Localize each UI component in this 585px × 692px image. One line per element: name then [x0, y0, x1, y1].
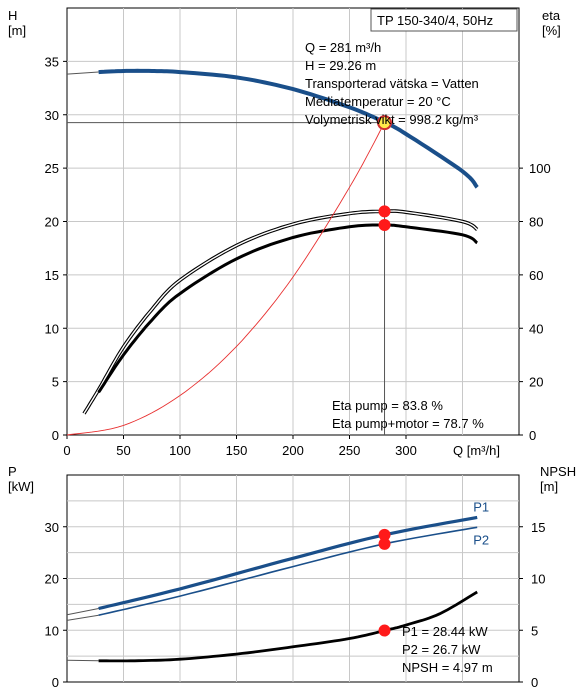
y2-tick-label: 20: [529, 375, 543, 390]
top-tick-labels: 0 50 100 150 200 250 300 0 5 10 15 20 25 30 35 0 20 40 60 8…: [45, 54, 551, 458]
power-point-marker: [378, 528, 391, 541]
chart-title: TP 150-340/4, 50Hz: [377, 13, 493, 28]
power-point-marker: [378, 537, 391, 550]
top-grid: [67, 8, 519, 435]
duty-info-line: Transporterad vätska = Vatten: [305, 76, 479, 91]
x-tick-label: 200: [282, 443, 304, 458]
y2-tick-label: 40: [529, 321, 543, 336]
power-npsh-panel: 0 10 20 30 0 5 10 15 P [kW] NPSH [m] P1 P2 P1 = 28…: [8, 464, 576, 690]
y-tick-label: 30: [45, 108, 59, 123]
series-npsh: [98, 590, 478, 663]
eta-point-marker: [378, 205, 391, 218]
x-tick-label: 50: [116, 443, 130, 458]
duty-info-line: Mediatemperatur = 20 °C: [305, 94, 451, 109]
power-point-marker: [378, 624, 391, 637]
y-tick-label: 25: [45, 161, 59, 176]
bottom-grid: [67, 475, 519, 682]
bottom-tick-labels: 0 10 20 30 0 5 10 15: [45, 520, 546, 690]
power-info: P1 = 28.44 kW P2 = 26.7 kW NPSH = 4.97 m: [402, 624, 493, 675]
duty-point-marker: [377, 115, 393, 131]
pump-curve-extension: [66, 71, 99, 75]
bottom-series: P1 P2: [66, 499, 489, 663]
top-series: [66, 68, 479, 436]
y-tick-label: 20: [45, 215, 59, 230]
eta-point-marker: [378, 218, 391, 231]
y-axis-title-power: P [kW]: [8, 464, 34, 494]
y-tick-label: 20: [45, 572, 59, 587]
y-tick-label: 10: [45, 321, 59, 336]
duty-info-line: H = 29.26 m: [305, 58, 376, 73]
x-axis-title-flow: Q [m³/h]: [453, 443, 500, 458]
y-tick-label: 10: [45, 623, 59, 638]
series-label: P1: [473, 499, 489, 514]
pump-curve: [98, 68, 479, 189]
x-tick-label: 150: [226, 443, 248, 458]
y-tick-label: 30: [45, 520, 59, 535]
y-tick-label: 0: [52, 428, 59, 443]
eta-info-line: Eta pump+motor = 78.7 %: [332, 416, 484, 431]
y2-tick-label: 80: [529, 215, 543, 230]
y2-tick-label: 5: [531, 623, 538, 638]
series-p1: [98, 515, 478, 611]
x-tick-label: 100: [169, 443, 191, 458]
y2-tick-label: 60: [529, 268, 543, 283]
series-label: P2: [473, 532, 489, 547]
y2-tick-label: 0: [531, 675, 538, 690]
y-tick-label: 5: [52, 375, 59, 390]
x-tick-label: 300: [395, 443, 417, 458]
series-extension: [66, 614, 99, 621]
eta-pump-curve: [83, 210, 478, 414]
y2-tick-label: 100: [529, 161, 551, 176]
y2-tick-label: 0: [529, 428, 536, 443]
duty-info-line: Q = 281 m³/h: [305, 40, 381, 55]
x-tick-label: 250: [339, 443, 361, 458]
eta-pump-motor-curve: [97, 223, 478, 394]
y2-axis-title-npsh: NPSH [m]: [540, 464, 576, 494]
series-extension: [66, 608, 99, 616]
chart-title-box: [370, 8, 518, 32]
y2-axis-title-eta: eta [%]: [542, 8, 561, 38]
power-info-line: P1 = 28.44 kW: [402, 624, 488, 639]
y2-tick-label: 10: [531, 572, 545, 587]
y-axis-title-head: H [m]: [8, 8, 26, 38]
y2-tick-label: 15: [531, 520, 545, 535]
x-tick-label: 0: [63, 443, 70, 458]
y-tick-label: 15: [45, 268, 59, 283]
series-p2: [98, 526, 478, 616]
head-efficiency-panel: 0 50 100 150 200 250 300 0 5 10 15 20 25 30 35 0 20 40 60 8…: [8, 7, 561, 458]
series-extension: [66, 659, 99, 662]
y-tick-label: 35: [45, 54, 59, 69]
duty-info: Q = 281 m³/h H = 29.26 m Transporterad vät…: [305, 40, 484, 431]
power-info-line: NPSH = 4.97 m: [402, 660, 493, 675]
system-curve: [66, 122, 385, 436]
power-info-line: P2 = 26.7 kW: [402, 642, 481, 657]
eta-info-line: Eta pump = 83.8 %: [332, 398, 443, 413]
duty-info-line: Volymetrisk vikt = 998.2 kg/m³: [305, 112, 479, 127]
y-tick-label: 0: [52, 675, 59, 690]
